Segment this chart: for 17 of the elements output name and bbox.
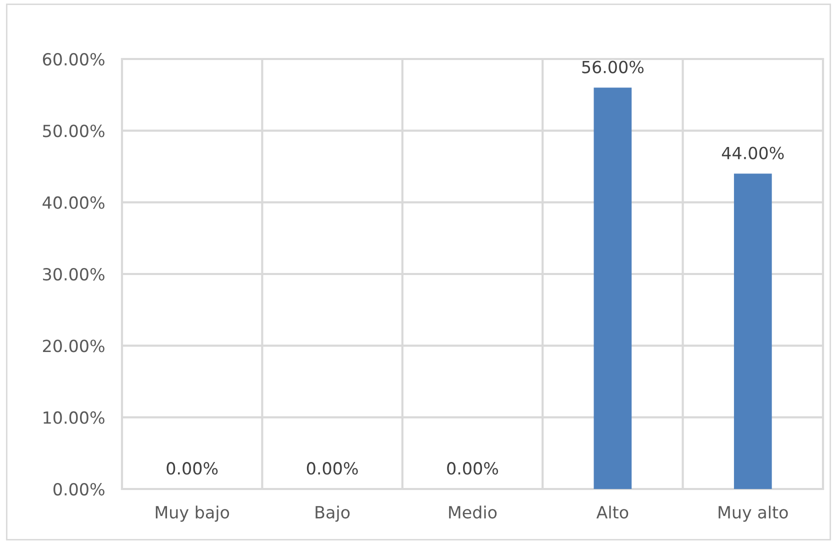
y-tick-label: 0.00% xyxy=(53,482,104,496)
x-tick-label: Bajo xyxy=(316,506,350,522)
data-label: 0.00% xyxy=(166,462,218,475)
y-tick-label: 10.00% xyxy=(44,411,104,424)
data-label: 44.00% xyxy=(722,146,784,160)
x-tick-label: Muy alto xyxy=(718,506,788,522)
data-label: 0.00% xyxy=(306,462,358,475)
y-tick-label: 60.00% xyxy=(42,52,104,66)
data-label: 0.00% xyxy=(447,462,498,475)
x-tick-label: Medio xyxy=(449,506,497,519)
y-tick-label: 30.00% xyxy=(43,268,104,281)
x-tick-label: Alto xyxy=(596,506,628,519)
data-label: 56.00% xyxy=(582,60,644,74)
y-tick-label: 40.00% xyxy=(42,196,104,209)
y-tick-label: 50.00% xyxy=(43,124,104,138)
y-tick-label: 20.00% xyxy=(43,340,104,352)
x-tick-label: Muy bajo xyxy=(156,506,230,522)
